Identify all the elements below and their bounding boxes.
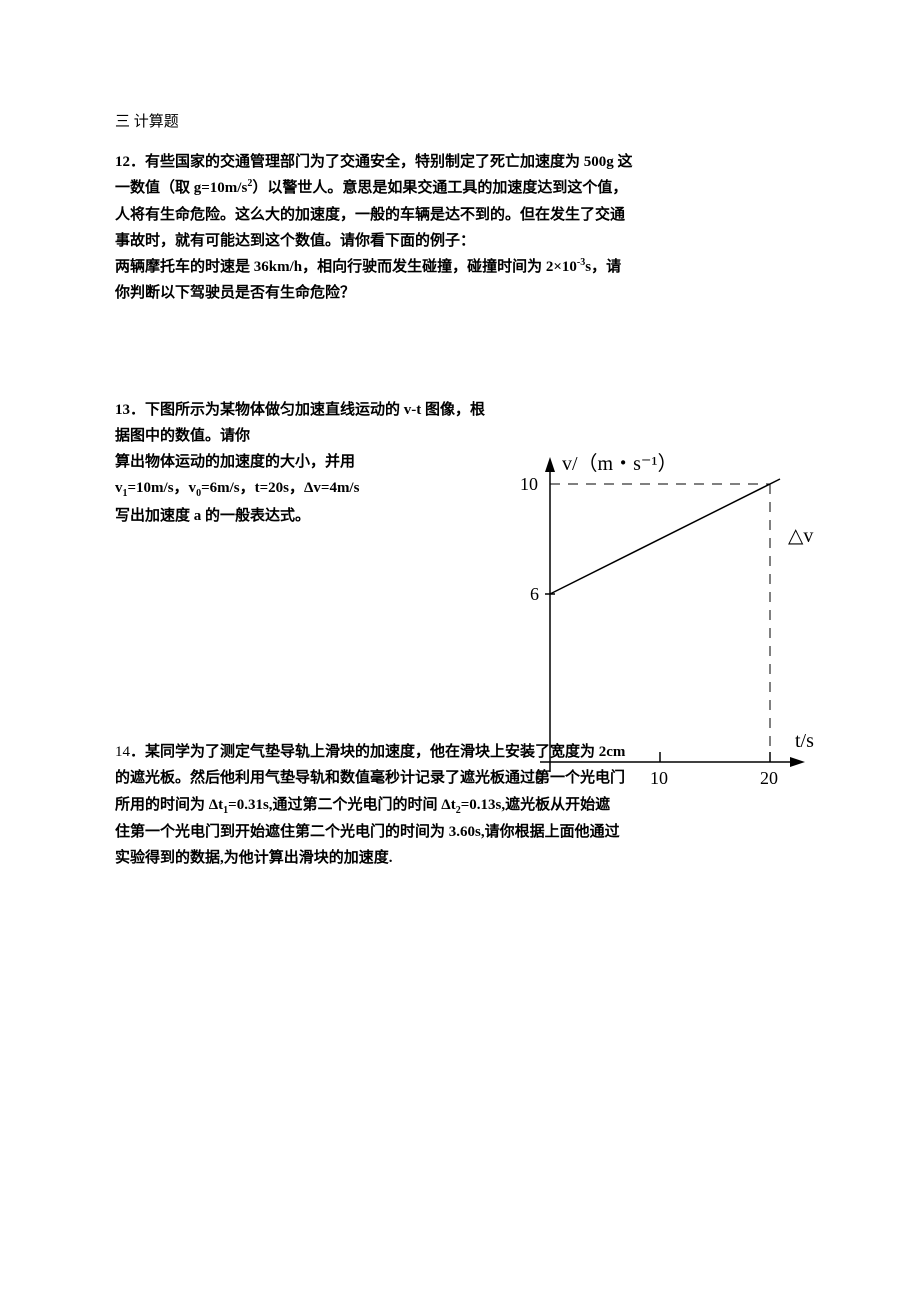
- x-axis-label: t/s: [795, 730, 814, 752]
- x-tick-label: 20: [760, 768, 778, 788]
- chart-svg: v/（m・s⁻¹） t/s 0 10 20 6 10: [490, 422, 850, 822]
- problem-text-line: ．下图所示为某物体做匀加速直线运动的 v-t 图像，根据图中的数值。请你: [115, 402, 485, 444]
- problem-text-line: 事故时，就有可能达到这个数值。请你看下面的例子：: [115, 233, 475, 249]
- problem-number: 12: [115, 154, 130, 170]
- problem-text-line: 所用的时间为 Δt: [115, 797, 223, 813]
- y-tick-label: 6: [530, 584, 539, 604]
- y-tick-label: 10: [520, 474, 538, 494]
- problem-text-line: 写出加速度 a 的一般表达式。: [115, 508, 310, 524]
- problem-text-line: ．有些国家的交通管理部门为了交通安全，特别制定了死亡加速度为 500g 这: [130, 154, 633, 170]
- problem-text-line: s，请: [585, 259, 621, 275]
- x-tick-label: 10: [650, 768, 668, 788]
- data-line: [550, 479, 780, 594]
- problem-13-text: 13．下图所示为某物体做匀加速直线运动的 v-t 图像，根据图中的数值。请你 算…: [115, 397, 490, 530]
- vt-chart: v/（m・s⁻¹） t/s 0 10 20 6 10: [490, 422, 850, 822]
- problem-text-line: v: [115, 480, 123, 496]
- x-axis-arrow: [790, 757, 805, 767]
- origin-label: 0: [535, 768, 544, 788]
- superscript: -3: [577, 257, 585, 268]
- section-header: 三 计算题: [115, 110, 805, 131]
- problem-text-line: =10m/s，v: [128, 480, 197, 496]
- y-axis-arrow: [545, 457, 555, 472]
- problem-12: 12．有些国家的交通管理部门为了交通安全，特别制定了死亡加速度为 500g 这 …: [115, 149, 805, 307]
- problem-text-line: 住第一个光电门到开始遮住第二个光电门的时间为 3.60s,请你根据上面他通过: [115, 824, 620, 840]
- problem-number: 14: [115, 744, 130, 760]
- problem-text-line: 一数值（取 g=10m/s: [115, 180, 247, 196]
- problem-text-line: 人将有生命危险。这么大的加速度，一般的车辆是达不到的。但在发生了交通: [115, 207, 625, 223]
- problem-text-line: =6m/s，t=20s，Δv=4m/s: [201, 480, 359, 496]
- problem-text-line: 你判断以下驾驶员是否有生命危险？: [115, 285, 355, 301]
- problem-text-line: 算出物体运动的加速度的大小，并用: [115, 454, 355, 470]
- problem-text-line: ）以警世人。意思是如果交通工具的加速度达到这个值，: [252, 180, 627, 196]
- problem-text-line: 两辆摩托车的时速是 36km/h，相向行驶而发生碰撞，碰撞时间为 2×10: [115, 259, 577, 275]
- y-axis-label: v/（m・s⁻¹）: [562, 452, 677, 475]
- problem-text-line: 实验得到的数据,为他计算出滑块的加速度.: [115, 850, 393, 866]
- delta-v-label: △v: [788, 525, 813, 547]
- problem-number: 13: [115, 402, 130, 418]
- problem-text-line: =0.31s,通过第二个光电门的时间 Δt: [228, 797, 456, 813]
- problem-13: 13．下图所示为某物体做匀加速直线运动的 v-t 图像，根据图中的数值。请你 算…: [115, 397, 805, 530]
